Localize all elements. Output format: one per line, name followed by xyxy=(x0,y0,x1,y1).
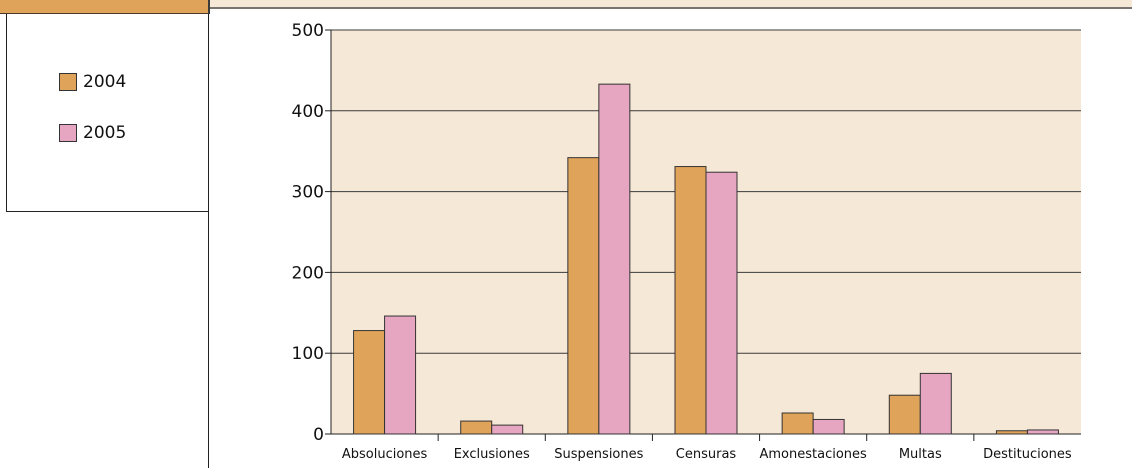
header-divider xyxy=(208,0,210,14)
bar-2005-censuras xyxy=(705,171,738,435)
legend-swatch-2005 xyxy=(59,124,77,142)
x-tick-label: Destituciones xyxy=(983,447,1072,462)
bar-2004-suspensiones xyxy=(567,157,600,435)
legend-item-2004: 2004 xyxy=(59,71,126,93)
header-band xyxy=(210,0,1132,9)
bar-2004-destituciones xyxy=(995,430,1028,435)
y-tick-label: 200 xyxy=(292,263,324,283)
panel-divider xyxy=(208,14,209,468)
legend-label-2004: 2004 xyxy=(83,72,127,92)
bar-2004-multas xyxy=(888,394,921,435)
x-tick-label: Exclusiones xyxy=(454,447,530,462)
bar-2005-exclusiones xyxy=(491,424,524,435)
bar-2004-absoluciones xyxy=(353,330,386,435)
y-tick-label: 400 xyxy=(292,102,324,122)
legend-label-2005: 2005 xyxy=(83,123,127,143)
bar-2005-suspensiones xyxy=(598,83,631,435)
bar-2005-multas xyxy=(919,372,952,435)
x-tick-label: Amonestaciones xyxy=(759,447,867,462)
bar-2005-absoluciones xyxy=(384,315,417,435)
header-accent-bar xyxy=(0,0,208,14)
y-tick-label: 300 xyxy=(292,183,324,203)
y-tick-label: 100 xyxy=(292,344,324,364)
y-tick-label: 0 xyxy=(313,425,324,445)
bar-2004-censuras xyxy=(674,166,707,435)
x-tick-label: Censuras xyxy=(676,447,737,462)
legend-swatch-2004 xyxy=(59,73,77,91)
x-tick-label: Absoluciones xyxy=(342,447,428,462)
x-tick-label: Suspensiones xyxy=(554,447,643,462)
bar-2004-amonestaciones xyxy=(781,412,814,435)
bar-2004-exclusiones xyxy=(460,420,493,435)
legend: 2004 2005 xyxy=(6,14,209,212)
legend-item-2005: 2005 xyxy=(59,122,126,144)
x-tick-label: Multas xyxy=(899,447,942,462)
bar-2005-destituciones xyxy=(1026,429,1059,435)
y-tick-label: 500 xyxy=(292,21,324,41)
bar-2005-amonestaciones xyxy=(812,418,845,435)
